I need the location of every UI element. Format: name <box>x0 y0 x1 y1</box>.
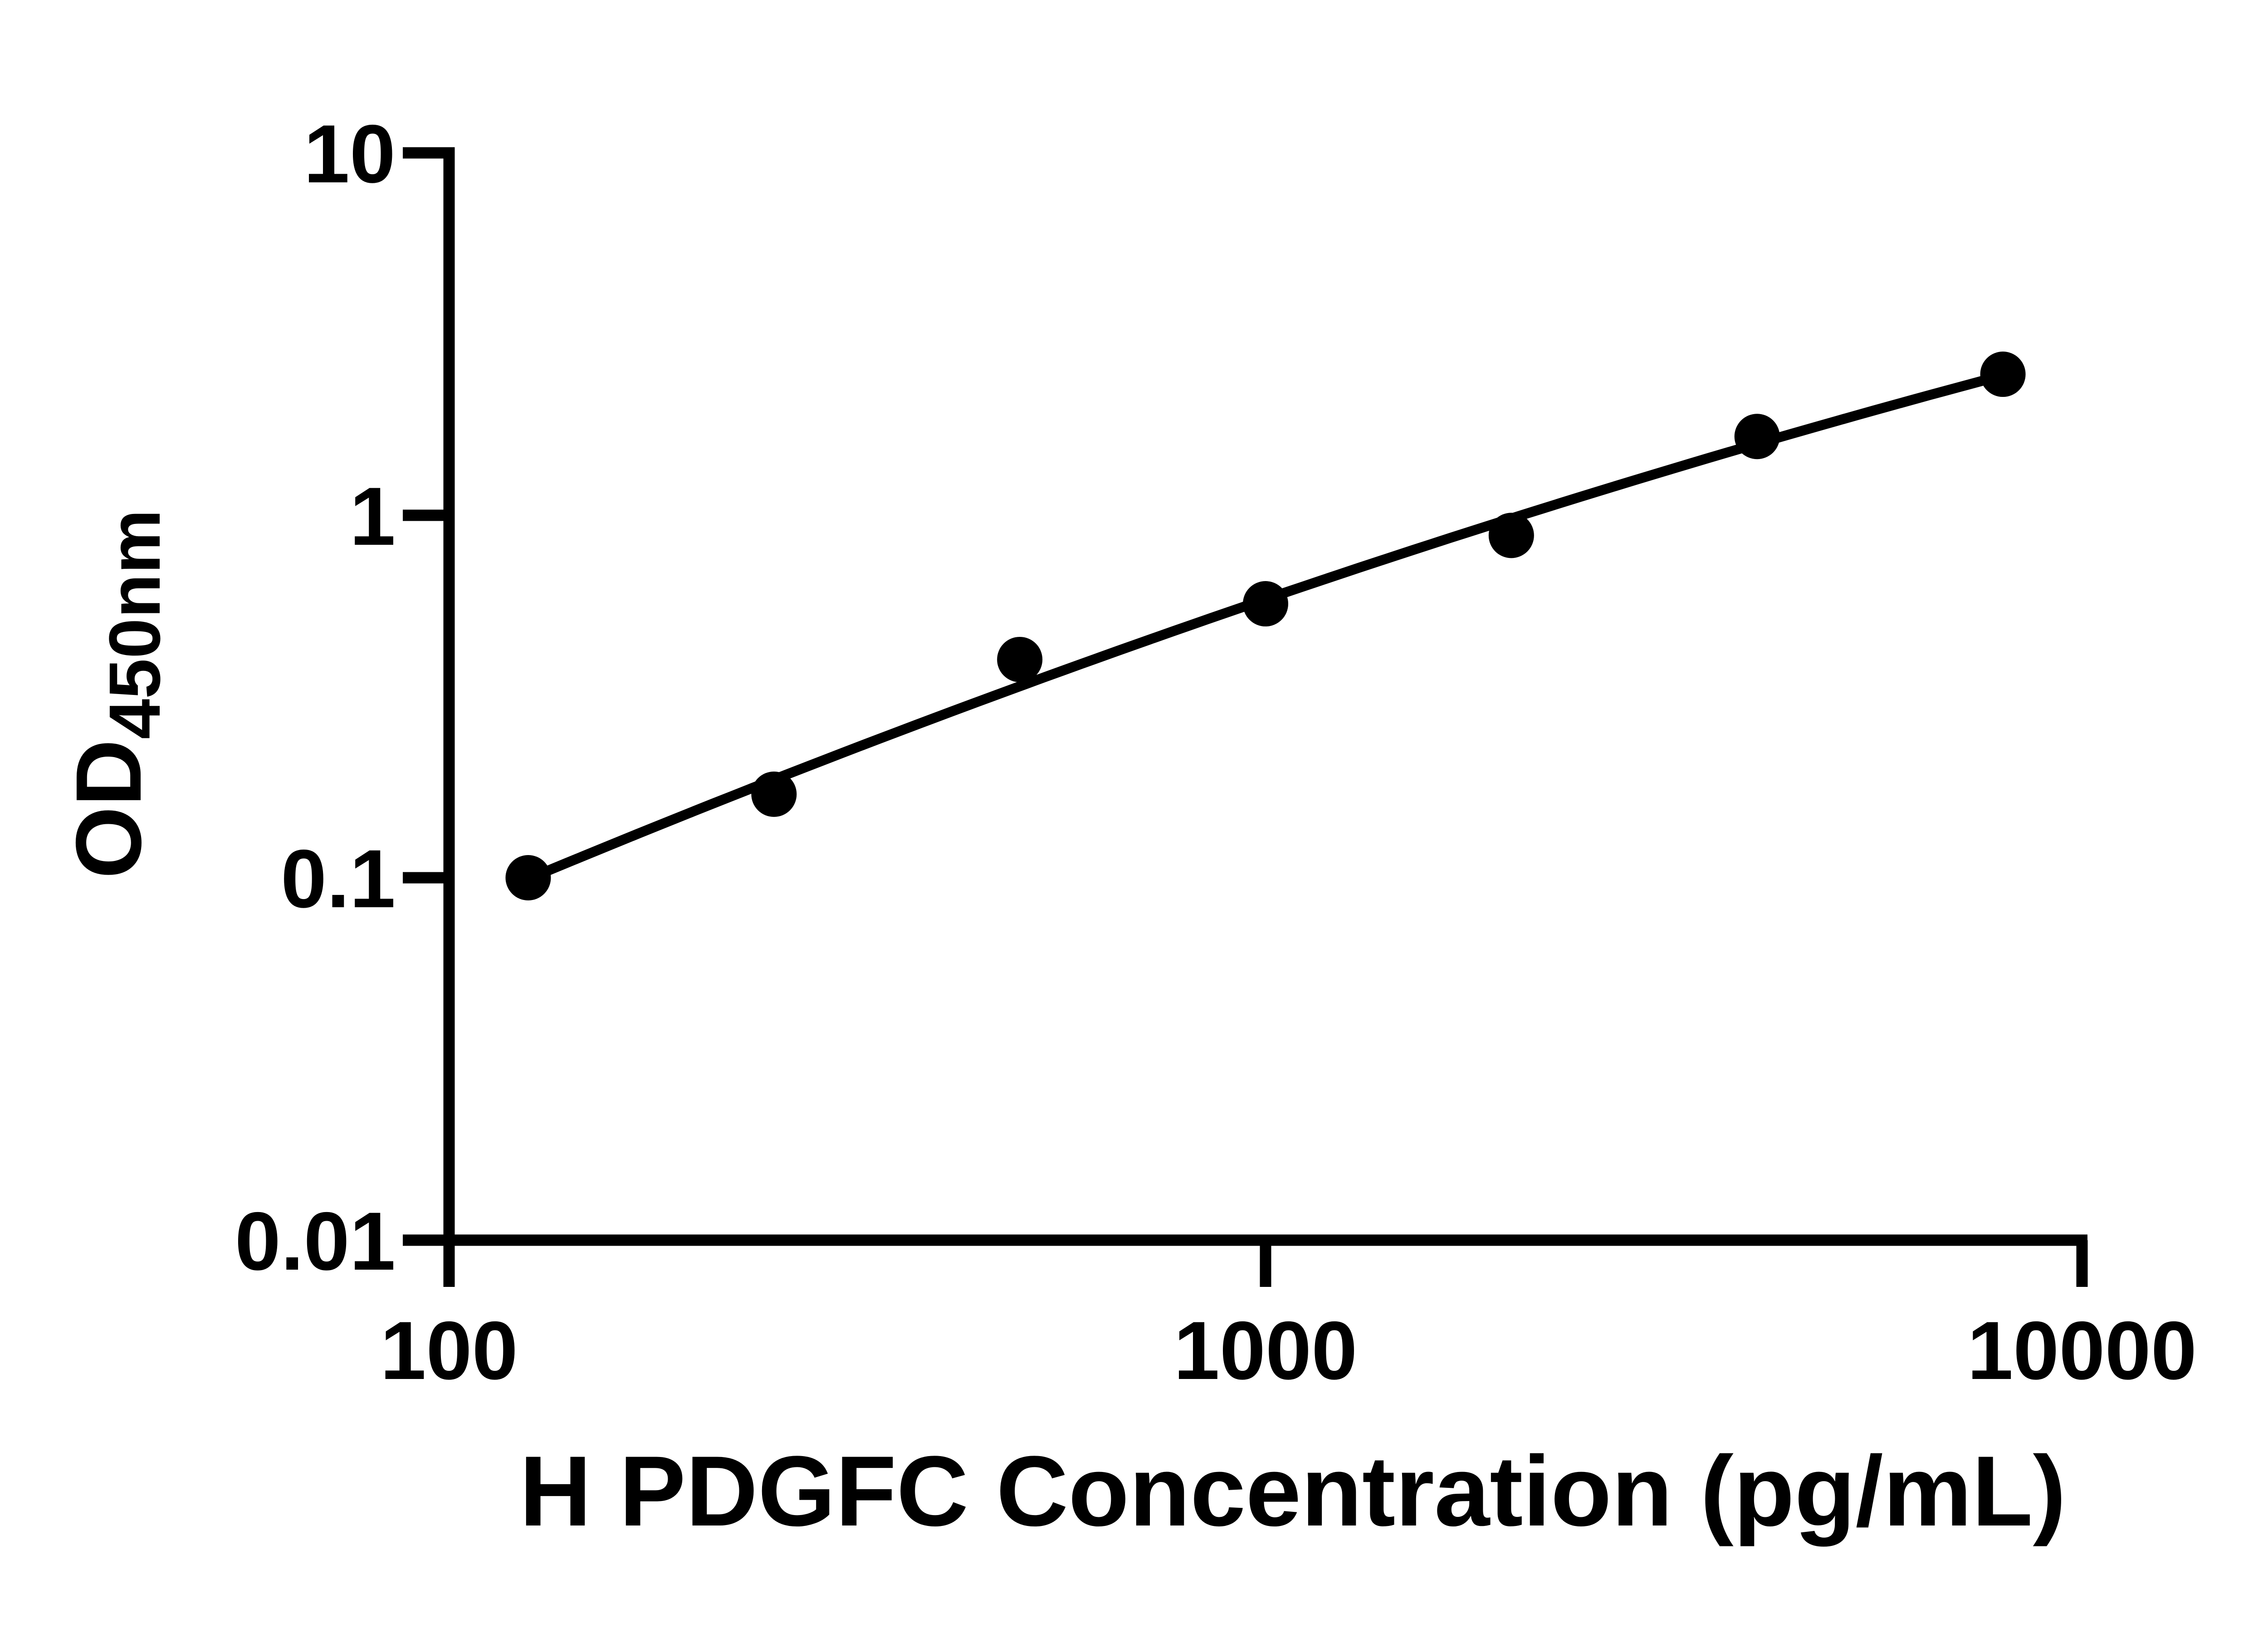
x-tick-label: 10000 <box>1967 1304 2197 1397</box>
y-axis-title-subscript: 450nm <box>94 509 175 739</box>
y-axis-title-base: OD <box>57 739 161 879</box>
data-point <box>1734 414 1780 460</box>
x-tick-label: 100 <box>380 1304 518 1397</box>
y-tick-label: 0.01 <box>235 1195 396 1287</box>
data-point <box>997 636 1043 682</box>
y-tick-label: 0.1 <box>281 832 396 925</box>
y-tick-label: 10 <box>304 108 396 200</box>
data-point <box>751 771 797 817</box>
data-point <box>1488 513 1534 558</box>
y-axis-title: OD450nm <box>57 509 175 879</box>
data-point <box>1243 581 1288 627</box>
y-tick-label: 1 <box>350 470 396 562</box>
data-point <box>1980 352 2026 397</box>
x-axis-title: H PDGFC Concentration (pg/mL) <box>519 1435 2066 1547</box>
x-tick-label: 1000 <box>1174 1304 1358 1397</box>
data-point <box>505 855 551 900</box>
